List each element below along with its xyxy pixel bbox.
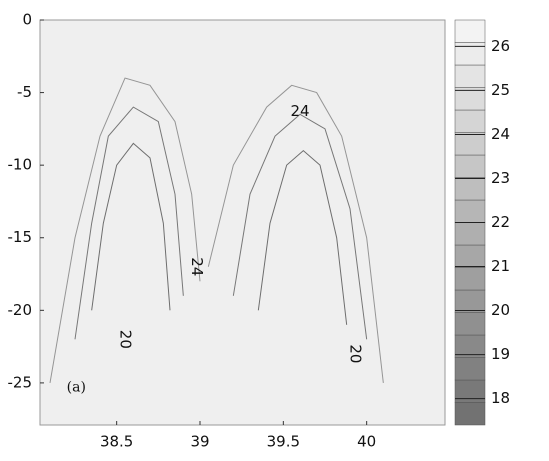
contour-line xyxy=(91,142,171,311)
colorbar-band xyxy=(454,64,486,88)
contour-label: 20 xyxy=(347,344,365,363)
colorbar-tick-label: 18 xyxy=(491,389,510,407)
colorbar-tick-label: 23 xyxy=(491,169,510,187)
x-tick-label: 40 xyxy=(357,433,376,451)
colorbar-band xyxy=(454,109,486,133)
colorbar-band xyxy=(454,267,486,291)
colorbar-band xyxy=(454,244,486,268)
colorbar-band xyxy=(454,199,486,223)
colorbar-band xyxy=(454,177,486,201)
contour-line xyxy=(207,84,384,383)
x-tick-label: 39.5 xyxy=(267,433,300,451)
contour-label: 24 xyxy=(290,102,309,120)
colorbar-tick-label: 26 xyxy=(491,37,510,55)
y-tick-label: -15 xyxy=(8,228,33,246)
colorbar-band xyxy=(454,19,486,43)
colorbar-band xyxy=(454,132,486,156)
colorbar-tick-label: 25 xyxy=(491,81,510,99)
plot-background xyxy=(40,20,445,425)
plot-frame xyxy=(39,19,446,426)
colorbar-band xyxy=(454,222,486,246)
colorbar-tick-label: 22 xyxy=(491,213,510,231)
colorbar-band xyxy=(454,379,486,403)
panel-label: (a) xyxy=(67,379,86,395)
x-tick-label: 39 xyxy=(190,433,209,451)
colorbar-band xyxy=(454,312,486,336)
colorbar-band xyxy=(454,154,486,178)
y-tick-label: -20 xyxy=(8,301,33,319)
colorbar-tick-label: 21 xyxy=(491,257,510,275)
y-tick-label: -25 xyxy=(8,373,33,391)
contour-label: 20 xyxy=(117,330,135,349)
colorbar-band xyxy=(454,357,486,381)
y-tick-label: 0 xyxy=(22,11,32,29)
contour-line xyxy=(257,149,348,325)
contour-line xyxy=(232,113,368,340)
y-tick-label: -5 xyxy=(17,83,32,101)
colorbar-band xyxy=(454,42,486,66)
y-tick-label: -10 xyxy=(8,156,33,174)
colorbar-tick-label: 19 xyxy=(491,345,510,363)
contour-line xyxy=(49,77,201,383)
colorbar-tick-label: 20 xyxy=(491,301,510,319)
colorbar-band xyxy=(454,402,486,426)
colorbar-tick-label: 24 xyxy=(491,125,510,143)
colorbar-band xyxy=(454,289,486,313)
contour-label: 24 xyxy=(188,257,206,276)
x-tick-label: 38.5 xyxy=(100,433,133,451)
contour-line xyxy=(74,106,184,340)
